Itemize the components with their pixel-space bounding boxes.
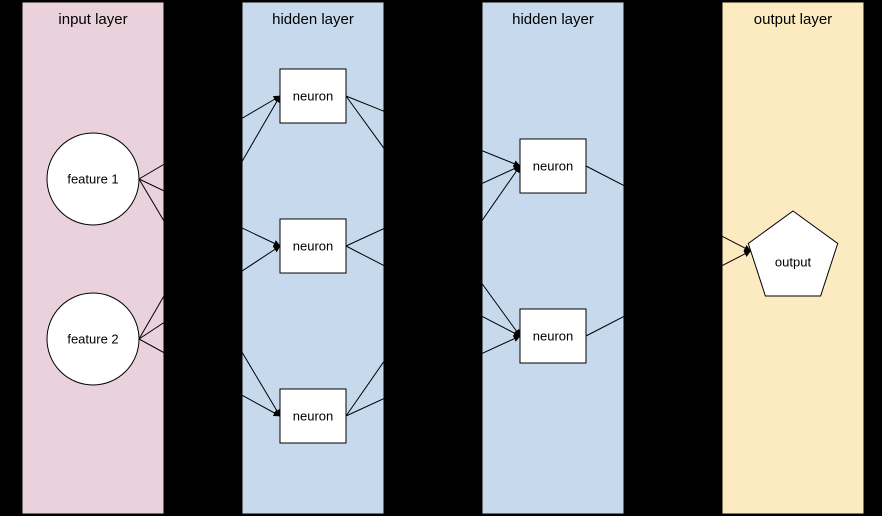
node-label: neuron <box>293 238 333 253</box>
node-h2b: neuron <box>520 309 586 363</box>
layer-label: hidden layer <box>272 11 354 28</box>
node-f2: feature 2 <box>47 293 139 385</box>
layer-hidden2: hidden layer <box>482 2 624 514</box>
node-h1b: neuron <box>280 219 346 273</box>
node-label: output <box>775 254 812 269</box>
node-h1c: neuron <box>280 389 346 443</box>
neural-network-diagram: input layer hidden layer hidden layer outpu… <box>0 0 882 516</box>
node-h1a: neuron <box>280 69 346 123</box>
node-label: neuron <box>533 328 573 343</box>
layer-label: input layer <box>58 11 127 28</box>
layer-label: hidden layer <box>512 11 594 28</box>
node-label: neuron <box>293 408 333 423</box>
nodes-group: feature 1 feature 2 neuron neuron neuron neur… <box>47 69 838 443</box>
node-label: feature 1 <box>67 171 118 186</box>
node-label: neuron <box>293 88 333 103</box>
layer-bg <box>22 2 164 514</box>
layer-input: input layer <box>22 2 164 514</box>
node-f1: feature 1 <box>47 133 139 225</box>
node-h2a: neuron <box>520 139 586 193</box>
node-label: feature 2 <box>67 331 118 346</box>
layer-bg <box>482 2 624 514</box>
layer-label: output layer <box>754 11 832 28</box>
edges-group <box>139 96 751 416</box>
node-label: neuron <box>533 158 573 173</box>
